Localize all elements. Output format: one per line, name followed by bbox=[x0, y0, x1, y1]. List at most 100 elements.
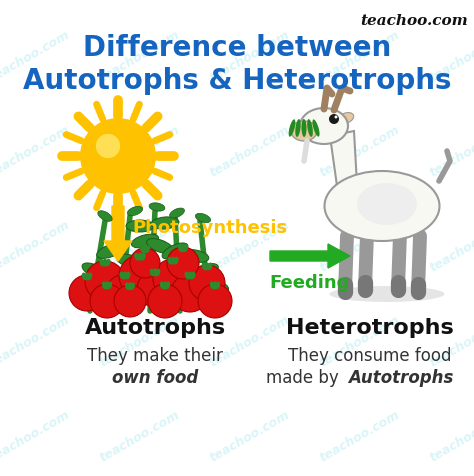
Ellipse shape bbox=[155, 268, 160, 277]
Text: Autotrophs: Autotrophs bbox=[84, 318, 226, 338]
Ellipse shape bbox=[301, 119, 307, 137]
Text: teachoo.com: teachoo.com bbox=[318, 408, 402, 464]
Text: teachoo.com: teachoo.com bbox=[318, 218, 402, 274]
Text: made by: made by bbox=[266, 369, 344, 387]
Ellipse shape bbox=[190, 272, 195, 279]
Circle shape bbox=[189, 265, 225, 301]
Ellipse shape bbox=[215, 281, 220, 289]
Ellipse shape bbox=[338, 112, 354, 123]
Ellipse shape bbox=[100, 259, 105, 267]
Circle shape bbox=[114, 285, 146, 317]
Text: teachoo.com: teachoo.com bbox=[98, 313, 182, 369]
Circle shape bbox=[106, 274, 144, 312]
Ellipse shape bbox=[145, 245, 150, 253]
Ellipse shape bbox=[82, 263, 108, 279]
Ellipse shape bbox=[201, 263, 207, 270]
Ellipse shape bbox=[291, 121, 317, 141]
Circle shape bbox=[130, 248, 160, 278]
Ellipse shape bbox=[171, 257, 175, 265]
Text: teachoo.com: teachoo.com bbox=[208, 123, 292, 179]
Circle shape bbox=[198, 284, 232, 318]
Ellipse shape bbox=[128, 207, 143, 216]
Circle shape bbox=[69, 275, 105, 311]
Text: teachoo.com: teachoo.com bbox=[428, 123, 474, 179]
Text: teachoo.com: teachoo.com bbox=[0, 28, 72, 84]
Circle shape bbox=[171, 274, 209, 312]
Text: teachoo.com: teachoo.com bbox=[428, 408, 474, 464]
Ellipse shape bbox=[102, 281, 107, 289]
Ellipse shape bbox=[307, 119, 313, 137]
Ellipse shape bbox=[184, 272, 190, 279]
Ellipse shape bbox=[130, 282, 135, 290]
Text: teachoo.com: teachoo.com bbox=[0, 408, 72, 464]
Polygon shape bbox=[330, 131, 357, 186]
Ellipse shape bbox=[295, 119, 301, 137]
Text: teachoo.com: teachoo.com bbox=[428, 218, 474, 274]
Ellipse shape bbox=[191, 264, 219, 278]
Ellipse shape bbox=[117, 254, 144, 268]
Ellipse shape bbox=[125, 272, 130, 279]
Text: They consume food: They consume food bbox=[288, 347, 452, 365]
Ellipse shape bbox=[71, 285, 99, 298]
Text: teachoo.com: teachoo.com bbox=[98, 123, 182, 179]
Ellipse shape bbox=[160, 281, 165, 289]
Text: Difference between: Difference between bbox=[83, 34, 391, 62]
Ellipse shape bbox=[107, 281, 112, 289]
Ellipse shape bbox=[201, 279, 228, 293]
Ellipse shape bbox=[195, 213, 210, 223]
Ellipse shape bbox=[143, 245, 147, 253]
Ellipse shape bbox=[119, 272, 125, 279]
Text: teachoo.com: teachoo.com bbox=[98, 408, 182, 464]
Ellipse shape bbox=[165, 281, 170, 289]
Ellipse shape bbox=[170, 208, 184, 218]
Ellipse shape bbox=[137, 253, 143, 261]
FancyArrow shape bbox=[104, 206, 132, 261]
Ellipse shape bbox=[134, 253, 139, 260]
Circle shape bbox=[148, 284, 182, 318]
Ellipse shape bbox=[122, 271, 128, 279]
Ellipse shape bbox=[104, 281, 109, 289]
Ellipse shape bbox=[82, 273, 87, 280]
Text: teachoo.com: teachoo.com bbox=[98, 28, 182, 84]
Ellipse shape bbox=[181, 244, 185, 252]
Circle shape bbox=[167, 247, 199, 279]
Circle shape bbox=[96, 134, 120, 158]
Text: Autotrophs & Heterotrophs: Autotrophs & Heterotrophs bbox=[23, 67, 451, 95]
Circle shape bbox=[335, 116, 337, 119]
Text: teachoo.com: teachoo.com bbox=[0, 123, 72, 179]
Ellipse shape bbox=[128, 282, 133, 290]
Text: teachoo.com: teachoo.com bbox=[208, 408, 292, 464]
Circle shape bbox=[90, 284, 124, 318]
Text: Feeding: Feeding bbox=[270, 274, 350, 292]
Circle shape bbox=[85, 261, 125, 301]
Circle shape bbox=[86, 124, 150, 188]
Circle shape bbox=[80, 118, 156, 194]
Ellipse shape bbox=[207, 263, 212, 270]
Ellipse shape bbox=[357, 183, 417, 225]
Ellipse shape bbox=[212, 281, 218, 289]
Circle shape bbox=[119, 255, 161, 297]
Circle shape bbox=[137, 271, 173, 307]
Ellipse shape bbox=[312, 119, 319, 137]
Ellipse shape bbox=[153, 268, 157, 277]
Text: teachoo.com: teachoo.com bbox=[98, 218, 182, 274]
Ellipse shape bbox=[289, 119, 295, 137]
Ellipse shape bbox=[178, 244, 183, 252]
Text: teachoo.com: teachoo.com bbox=[208, 218, 292, 274]
Ellipse shape bbox=[146, 238, 173, 253]
Ellipse shape bbox=[300, 108, 348, 144]
Ellipse shape bbox=[210, 281, 215, 289]
Text: Autotrophs: Autotrophs bbox=[348, 369, 453, 387]
Ellipse shape bbox=[126, 220, 154, 232]
Ellipse shape bbox=[125, 282, 130, 290]
Text: teachoo.com: teachoo.com bbox=[428, 28, 474, 84]
Ellipse shape bbox=[162, 243, 188, 259]
Ellipse shape bbox=[140, 253, 146, 260]
Circle shape bbox=[153, 259, 193, 299]
Text: teachoo.com: teachoo.com bbox=[428, 313, 474, 369]
Text: Heterotrophs: Heterotrophs bbox=[286, 318, 454, 338]
Ellipse shape bbox=[167, 257, 173, 265]
Text: teachoo.com: teachoo.com bbox=[208, 313, 292, 369]
Text: teachoo.com: teachoo.com bbox=[0, 218, 72, 274]
Ellipse shape bbox=[149, 203, 165, 211]
